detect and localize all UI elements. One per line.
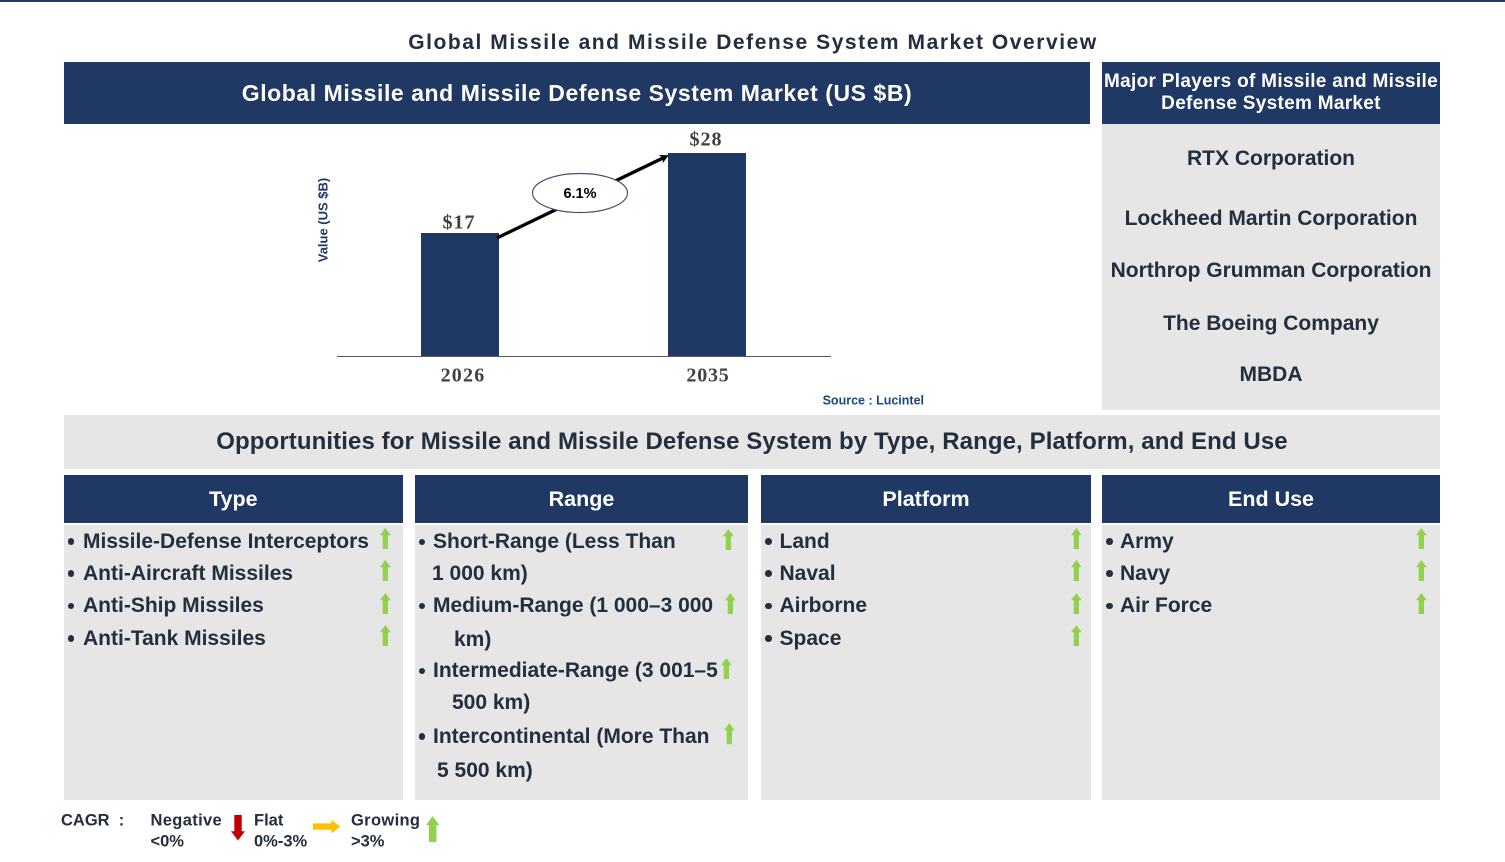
svg-text:$28: $28 [690,129,723,151]
svg-text:Value (US $B): Value (US $B) [316,178,331,263]
svg-text:Source : Lucintel: Source : Lucintel [823,394,924,408]
svg-text:2035: 2035 [686,365,729,387]
svg-text:$17: $17 [443,212,476,234]
svg-text:2026: 2026 [441,365,486,387]
svg-text:6.1%: 6.1% [563,186,596,202]
